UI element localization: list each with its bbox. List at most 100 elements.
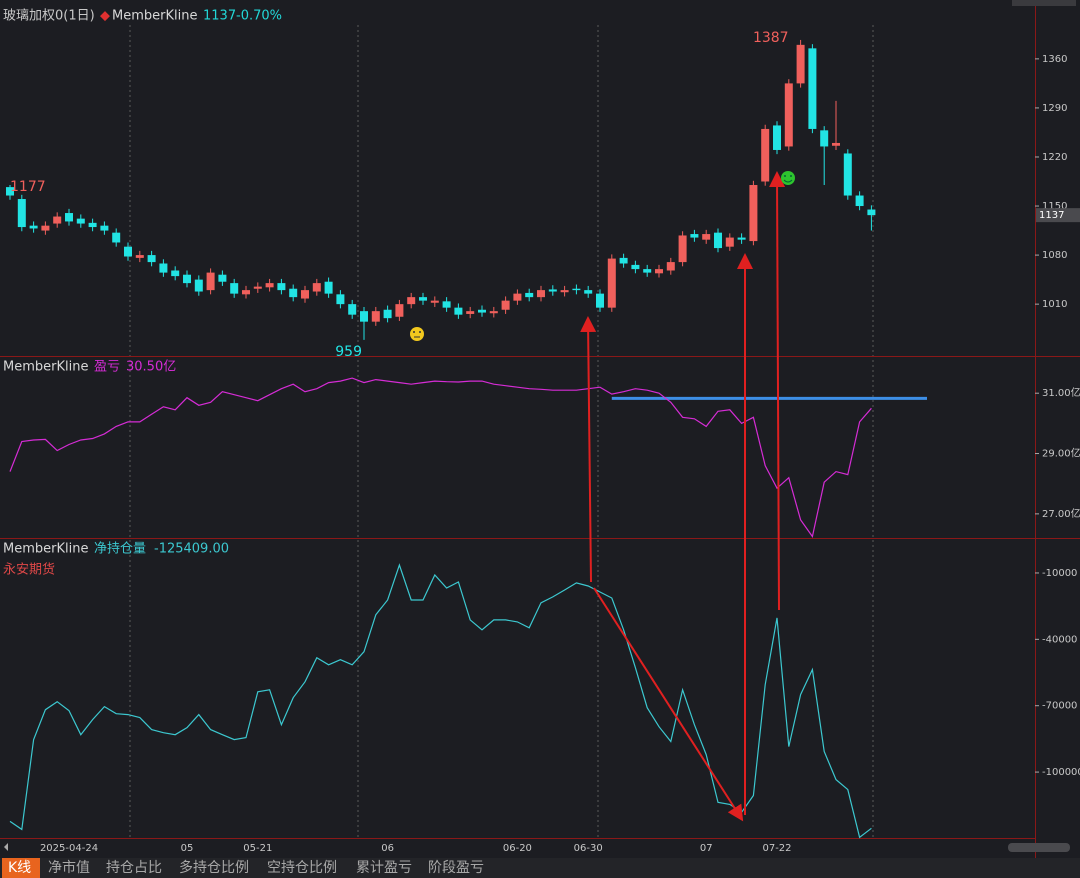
candle-body	[124, 246, 132, 257]
y-tick-label: -40000	[1042, 634, 1077, 645]
min-label: 959	[335, 344, 362, 360]
y-tick-label: 1150	[1042, 201, 1067, 212]
candle-body	[171, 270, 180, 277]
instrument-title: 玻璃加权0(1日)	[3, 8, 95, 24]
diamond-icon: ◆	[100, 9, 110, 24]
tab[interactable]: 多持仓比例	[179, 859, 249, 876]
tab[interactable]: 净市值	[48, 859, 90, 876]
candle-body	[383, 309, 392, 319]
arrow	[580, 316, 597, 583]
y-tick-label: 1290	[1042, 103, 1067, 114]
series-line	[9, 377, 872, 538]
candle-body	[183, 274, 191, 284]
candle-body	[53, 216, 62, 224]
indicator-title: 盈亏	[94, 360, 120, 375]
y-tick-label: 27.00亿	[1042, 507, 1080, 520]
tab[interactable]: 持仓占比	[106, 860, 162, 876]
candle-body	[218, 274, 227, 282]
y-tick-label: 29.00亿	[1042, 447, 1080, 460]
face-icon	[410, 327, 424, 341]
scrollbar-thumb[interactable]	[1008, 843, 1070, 852]
open-label: 1177	[10, 179, 46, 195]
x-tick-label: 06-30	[574, 843, 603, 854]
tab[interactable]: 阶段盈亏	[428, 860, 484, 876]
candle-body	[666, 262, 675, 271]
member-name: 永安期货	[3, 562, 55, 578]
candle-body	[194, 279, 203, 292]
candle-body	[855, 195, 864, 207]
candle-body	[360, 311, 368, 322]
x-tick-label: 06-20	[503, 843, 532, 854]
candle-body	[725, 237, 734, 247]
candle-body	[537, 290, 545, 298]
window-control[interactable]	[1012, 0, 1076, 6]
candle-body	[572, 288, 581, 291]
candle-body	[678, 235, 687, 263]
candle-body	[525, 292, 534, 298]
candle-body	[159, 263, 168, 273]
scroll-left[interactable]	[4, 843, 8, 851]
candle-body	[65, 213, 73, 222]
candle-body	[395, 304, 404, 317]
x-tick-label: 07-22	[762, 843, 791, 854]
candle-body	[147, 255, 156, 263]
candle-body	[348, 304, 357, 315]
candle-body	[808, 48, 817, 129]
y-tick-label: 1010	[1042, 299, 1067, 310]
candle-body	[643, 269, 652, 273]
candle-body	[230, 283, 239, 294]
change: -0.70%	[236, 9, 282, 24]
arrow	[769, 171, 786, 611]
candle-body	[714, 232, 722, 249]
candle-body	[112, 232, 121, 243]
candle-body	[301, 290, 309, 299]
candle-body	[584, 290, 593, 294]
candle-body	[17, 199, 26, 228]
y-tick-label: 31.00亿	[1042, 386, 1080, 399]
candle-body	[407, 297, 416, 305]
indicator-value: 30.50亿	[126, 360, 176, 375]
tab[interactable]: K线	[8, 860, 31, 876]
candle-body	[135, 255, 144, 258]
candle-body	[737, 237, 746, 240]
candle-body	[312, 283, 321, 292]
max-label: 1387	[753, 30, 789, 46]
candle-body	[867, 209, 876, 216]
candle-body	[548, 289, 557, 292]
candle-body	[371, 311, 380, 322]
candle-body	[596, 293, 604, 308]
candle-body	[6, 187, 14, 196]
candle-body	[29, 225, 38, 229]
candle-body	[466, 311, 475, 314]
candle-body	[690, 234, 699, 238]
candle-body	[336, 294, 345, 305]
candle-body	[607, 258, 616, 308]
y-tick-label: 1080	[1042, 250, 1067, 261]
y-tick-label: 1220	[1042, 152, 1067, 163]
tab[interactable]: 空持仓比例	[267, 860, 337, 876]
x-tick-label: 2025-04-24	[40, 843, 98, 854]
x-tick-label: 06	[381, 843, 394, 854]
scrollbar-track	[0, 840, 1035, 856]
candle-body	[773, 125, 781, 150]
candle-body	[419, 297, 427, 301]
y-tick-label: -70000	[1042, 701, 1077, 712]
series-name: MemberKline	[3, 360, 88, 375]
series-name: MemberKline	[112, 9, 197, 24]
last-price-label: 1137	[1039, 210, 1064, 221]
indicator-title: 净持仓量	[94, 542, 146, 557]
candle-body	[430, 300, 439, 303]
tab-active-bg	[2, 858, 40, 878]
tab[interactable]: 累计盈亏	[356, 860, 412, 876]
candle-body	[631, 264, 640, 270]
candle-body	[501, 300, 510, 310]
candle-body	[206, 272, 215, 291]
annotation-arrows	[580, 171, 786, 822]
candle-body	[242, 290, 250, 295]
candle-body	[324, 281, 333, 294]
candle-body	[761, 128, 770, 182]
candle-body	[843, 153, 852, 196]
